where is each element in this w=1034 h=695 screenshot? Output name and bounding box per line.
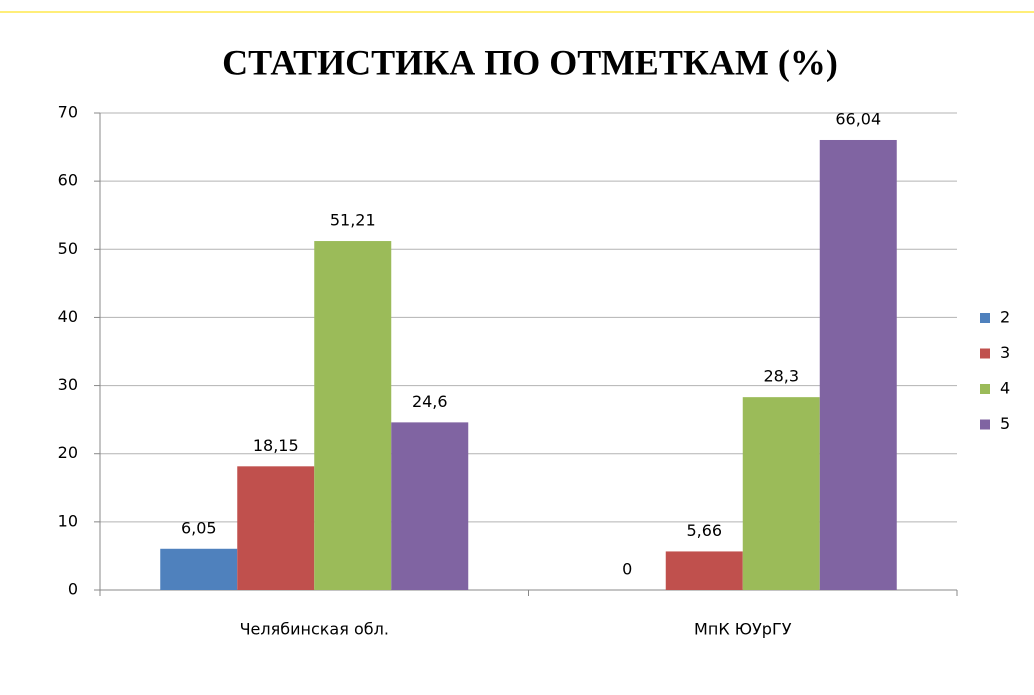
legend-swatch [980, 419, 990, 430]
data-label: 66,04 [835, 109, 881, 128]
bar [237, 466, 315, 590]
y-tick-label: 70 [58, 103, 78, 122]
y-tick-label: 10 [58, 511, 78, 530]
x-tick-label: Челябинская обл. [240, 620, 389, 639]
legend-label: 5 [1000, 414, 1010, 433]
data-label: 6,05 [181, 518, 217, 537]
y-tick-label: 20 [58, 443, 78, 462]
x-tick-label: МпК ЮУрГУ [694, 620, 792, 639]
legend-label: 4 [1000, 379, 1010, 398]
legend-label: 2 [1000, 308, 1010, 327]
y-tick-label: 40 [58, 307, 78, 326]
y-tick-label: 0 [68, 580, 78, 599]
y-tick-label: 50 [58, 239, 78, 258]
legend-swatch [980, 384, 990, 394]
bar [160, 548, 238, 590]
bar [819, 139, 897, 591]
chart-title: СТАТИСТИКА ПО ОТМЕТКАМ (%) [222, 42, 838, 82]
data-label: 5,66 [686, 521, 722, 540]
y-tick-label: 60 [58, 171, 78, 190]
data-label: 0 [622, 560, 632, 579]
data-label: 28,3 [763, 367, 799, 386]
data-label: 24,6 [412, 392, 448, 411]
y-tick-label: 30 [58, 375, 78, 394]
bar [665, 551, 743, 590]
legend-swatch [980, 348, 990, 359]
legend-swatch [980, 313, 990, 323]
bar [391, 422, 469, 590]
data-label: 51,21 [330, 211, 376, 230]
bar [742, 397, 820, 590]
bar [314, 241, 392, 590]
legend-label: 3 [1000, 343, 1010, 362]
data-label: 18,15 [253, 436, 299, 455]
